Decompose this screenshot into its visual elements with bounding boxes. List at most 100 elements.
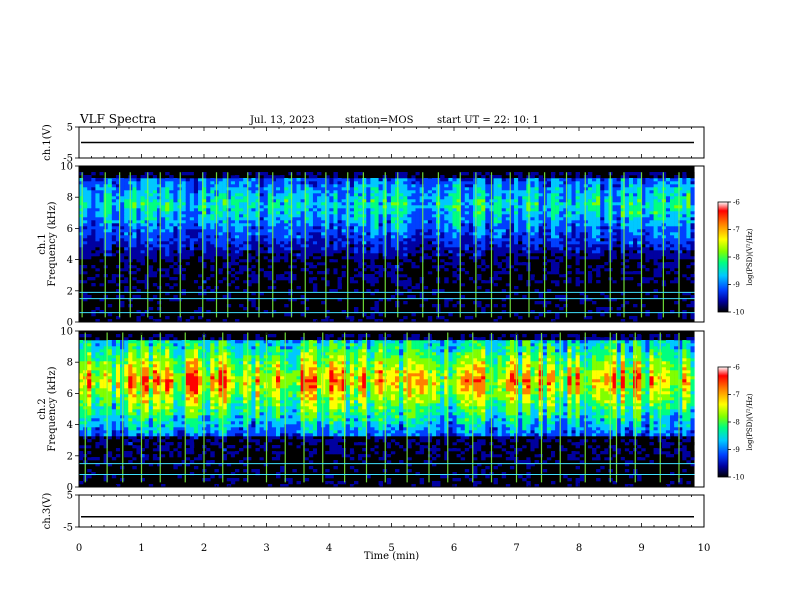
spectrogram-cell bbox=[271, 265, 277, 269]
spectrogram-cell bbox=[83, 253, 88, 257]
spectrogram-cell bbox=[596, 235, 601, 239]
spectrogram-cell bbox=[329, 223, 334, 227]
spectrogram-cell bbox=[555, 238, 560, 242]
spectrogram-cell bbox=[312, 235, 318, 239]
spectrogram-cell bbox=[308, 274, 314, 278]
spectrogram-cell bbox=[210, 223, 215, 227]
spectrogram-cell bbox=[493, 214, 498, 218]
spectrogram-cell bbox=[308, 223, 314, 227]
spectrogram-cell bbox=[132, 187, 137, 191]
spectrogram-cell bbox=[587, 187, 593, 191]
spectrogram-cell bbox=[555, 184, 560, 188]
spectrogram-cell bbox=[522, 181, 527, 185]
spectrogram-cell bbox=[267, 193, 273, 197]
spectrogram-cell bbox=[485, 235, 490, 239]
spectrogram-cell bbox=[575, 217, 580, 221]
spectrogram-cell bbox=[91, 238, 96, 242]
spectrogram-cell bbox=[136, 184, 141, 188]
spectrogram-cell bbox=[411, 193, 416, 197]
spectrogram-cell bbox=[234, 217, 240, 221]
spectrogram-cell bbox=[255, 268, 260, 272]
spectrogram-cell bbox=[83, 232, 88, 236]
spectrogram-cell bbox=[604, 214, 609, 218]
spectrogram-cell bbox=[481, 253, 486, 257]
spectrogram-cell bbox=[276, 196, 281, 200]
spectrogram-cell bbox=[419, 250, 425, 254]
spectrogram-cell bbox=[152, 235, 158, 239]
spectrogram-cell bbox=[218, 199, 223, 203]
spectrogram-cell bbox=[374, 211, 379, 215]
spectrogram-cell bbox=[440, 220, 445, 224]
spectrogram-cell bbox=[407, 199, 412, 203]
spectrogram-cell bbox=[317, 199, 322, 203]
spectrogram-cell bbox=[386, 193, 392, 197]
spectrogram-cell bbox=[325, 256, 330, 260]
spectrogram-cell bbox=[111, 277, 117, 281]
spectrogram-cell bbox=[501, 226, 507, 230]
spectrogram-cell bbox=[440, 232, 445, 236]
spectrogram-cell bbox=[579, 187, 585, 191]
spectrogram-cell bbox=[206, 202, 211, 206]
spectrogram-cell bbox=[477, 184, 482, 188]
spectrogram-cell bbox=[198, 256, 203, 260]
spectrogram-cell bbox=[107, 241, 113, 245]
spectrogram-cell bbox=[218, 190, 223, 194]
spectrogram-cell bbox=[415, 199, 420, 203]
spectrogram-cell bbox=[263, 190, 269, 194]
spectrogram-cell bbox=[571, 199, 576, 203]
spectrogram-cell bbox=[165, 253, 170, 257]
spectrogram-cell bbox=[366, 172, 371, 176]
spectrogram-cell bbox=[132, 286, 137, 290]
spectrogram-cell bbox=[292, 241, 297, 245]
spectrogram-cell bbox=[267, 247, 273, 251]
spectrogram-cell bbox=[304, 175, 310, 179]
spectrogram-cell bbox=[370, 307, 375, 311]
spectrogram-cell bbox=[637, 265, 642, 269]
spectrogram-cell bbox=[481, 193, 486, 197]
spectrogram-cell bbox=[230, 274, 236, 278]
spectrogram-cell bbox=[444, 172, 449, 176]
spectrogram-cell bbox=[218, 220, 223, 224]
spectrogram-cell bbox=[620, 223, 626, 227]
spectrogram-cell bbox=[271, 253, 277, 257]
spectrogram-cell bbox=[386, 229, 392, 233]
spectrogram-cell bbox=[267, 256, 273, 260]
spectrogram-cell bbox=[522, 253, 527, 257]
spectrogram-cell bbox=[243, 229, 248, 233]
spectrogram-cell bbox=[637, 202, 642, 206]
spectrogram-cell bbox=[624, 184, 630, 188]
spectrogram-cell bbox=[444, 214, 449, 218]
spectrogram-cell bbox=[353, 235, 359, 239]
spectrogram-cell bbox=[641, 232, 646, 236]
spectrogram-cell bbox=[115, 259, 121, 263]
spectrogram-cell bbox=[349, 202, 355, 206]
spectrogram-cell bbox=[222, 274, 228, 278]
spectrogram-cell bbox=[276, 190, 281, 194]
spectrogram-cell bbox=[280, 199, 285, 203]
spectrogram-cell bbox=[107, 220, 113, 224]
spectrogram-cell bbox=[477, 301, 482, 305]
spectrogram-cell bbox=[624, 301, 630, 305]
spectrogram-cell bbox=[317, 247, 322, 251]
spectrogram-cell bbox=[259, 232, 264, 236]
spectrogram-cell bbox=[99, 298, 104, 302]
spectrogram-cell bbox=[251, 178, 256, 182]
spectrogram-cell bbox=[587, 184, 593, 188]
spectrogram-cell bbox=[440, 178, 445, 182]
spectrogram-cell bbox=[407, 202, 412, 206]
spectrogram-cell bbox=[473, 256, 478, 260]
spectrogram-cell bbox=[353, 289, 359, 293]
spectrogram-cell bbox=[477, 241, 482, 245]
spectrogram-cell bbox=[300, 253, 306, 257]
spectrogram-cell bbox=[312, 175, 318, 179]
spectrogram-cell bbox=[239, 262, 244, 266]
spectrogram-cell bbox=[440, 217, 445, 221]
spectrogram-cell bbox=[218, 262, 223, 266]
spectrogram-cell bbox=[202, 211, 207, 215]
spectrogram-cell bbox=[374, 244, 379, 248]
spectrogram-cell bbox=[563, 274, 568, 278]
spectrogram-cell bbox=[390, 199, 396, 203]
spectrogram-cell bbox=[198, 184, 203, 188]
spectrogram-cell bbox=[460, 211, 466, 215]
spectrogram-cell bbox=[79, 235, 84, 239]
